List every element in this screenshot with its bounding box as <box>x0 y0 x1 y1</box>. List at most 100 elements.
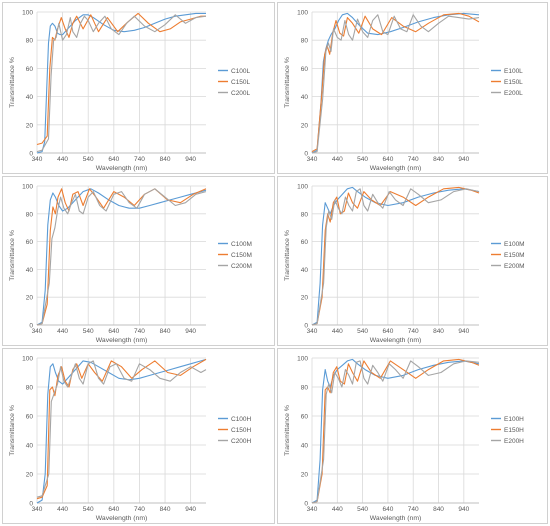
x-tick-label: 340 <box>32 328 43 335</box>
x-tick-label: 640 <box>382 156 393 163</box>
x-tick-label: 640 <box>108 506 119 513</box>
legend-label: C100L <box>231 68 251 75</box>
y-axis-title: Transmittance % <box>9 230 16 281</box>
chart-svg: 0 20 40 60 80 100 340 440 540 640 740 840 940 Wavelen… <box>284 10 523 173</box>
y-tick-label: 60 <box>26 239 34 246</box>
x-tick-label: 440 <box>332 506 343 513</box>
x-tick-label: 740 <box>134 506 145 513</box>
x-tick-label: 940 <box>458 506 469 513</box>
x-tick-label: 340 <box>307 506 318 513</box>
x-tick-label: 640 <box>108 328 119 335</box>
x-tick-label: 940 <box>185 506 196 513</box>
y-tick-label: 20 <box>26 295 34 302</box>
chart-panel-c-mid: 0 20 40 60 80 100 340 440 540 640 740 840 940 Wavelen… <box>2 176 275 346</box>
x-tick-label: 840 <box>160 506 171 513</box>
y-axis-title: Transmittance % <box>284 57 291 108</box>
y-tick-label: 60 <box>26 414 34 421</box>
x-tick-label: 440 <box>57 156 68 163</box>
y-tick-label: 40 <box>26 443 34 450</box>
series-line-e200l <box>311 14 480 154</box>
chart-svg: 0 20 40 60 80 100 340 440 540 640 740 840 940 Wavelen… <box>9 356 252 523</box>
y-tick-label: 100 <box>22 10 33 17</box>
y-tick-label: 20 <box>301 122 309 129</box>
x-tick-label: 540 <box>83 328 94 335</box>
legend-label: E150M <box>504 252 525 259</box>
x-tick-label: 540 <box>83 506 94 513</box>
legend-label: E200L <box>504 90 523 97</box>
y-tick-label: 20 <box>26 472 34 479</box>
y-tick-label: 20 <box>26 122 34 129</box>
x-axis-title: Wavelength (nm) <box>370 165 422 172</box>
y-tick-label: 100 <box>22 184 33 191</box>
y-tick-label: 40 <box>26 94 34 101</box>
x-axis-title: Wavelength (nm) <box>370 337 422 344</box>
chart-svg: 0 20 40 60 80 100 340 440 540 640 740 840 940 Wavelen… <box>9 184 252 345</box>
legend-label: E200H <box>504 438 524 445</box>
legend-label: E100H <box>504 416 524 423</box>
y-tick-label: 60 <box>26 66 34 73</box>
series-line-c200l <box>36 14 207 153</box>
y-tick-label: 60 <box>301 239 309 246</box>
x-tick-label: 740 <box>408 156 419 163</box>
y-axis-title: Transmittance % <box>284 230 291 281</box>
y-tick-label: 60 <box>301 414 309 421</box>
chart-panel-e-high: 0 20 40 60 80 100 340 440 540 640 740 840 940 Wavelen… <box>277 348 548 524</box>
legend-label: C150H <box>231 427 252 434</box>
series-line-c150l <box>36 12 206 146</box>
y-tick-label: 80 <box>301 38 309 45</box>
y-tick-label: 0 <box>29 501 33 508</box>
legend-label: E100L <box>504 68 523 75</box>
chart-panel-c-high: 0 20 40 60 80 100 340 440 540 640 740 840 940 Wavelen… <box>2 348 275 524</box>
x-axis-title: Wavelength (nm) <box>370 515 422 522</box>
y-tick-label: 80 <box>26 385 34 392</box>
y-tick-label: 40 <box>26 267 34 274</box>
y-tick-label: 20 <box>301 295 309 302</box>
y-tick-label: 20 <box>301 472 309 479</box>
x-axis-title: Wavelength (nm) <box>96 515 148 522</box>
x-tick-label: 940 <box>185 328 196 335</box>
chart-panel-e-low: 0 20 40 60 80 100 340 440 540 640 740 840 940 Wavelen… <box>277 2 548 174</box>
x-tick-label: 940 <box>185 156 196 163</box>
chart-svg: 0 20 40 60 80 100 340 440 540 640 740 840 940 Wavelen… <box>9 10 251 173</box>
legend-label: C200L <box>231 90 251 97</box>
y-tick-label: 0 <box>304 323 308 330</box>
x-tick-label: 840 <box>160 156 171 163</box>
legend-label: E150L <box>504 79 523 86</box>
y-tick-label: 0 <box>29 151 33 158</box>
y-tick-label: 40 <box>301 267 309 274</box>
legend-label: C100M <box>231 241 252 248</box>
legend-label: C150L <box>231 79 251 86</box>
x-tick-label: 740 <box>134 328 145 335</box>
x-tick-label: 640 <box>108 156 119 163</box>
y-axis-title: Transmittance % <box>284 405 291 456</box>
y-tick-label: 100 <box>297 184 308 191</box>
x-tick-label: 540 <box>357 506 368 513</box>
y-tick-label: 40 <box>301 443 309 450</box>
x-tick-label: 340 <box>32 506 43 513</box>
y-tick-label: 80 <box>301 385 309 392</box>
series-line-c200m <box>36 188 207 326</box>
x-tick-label: 440 <box>57 328 68 335</box>
y-tick-label: 100 <box>22 356 33 363</box>
x-axis-title: Wavelength (nm) <box>96 165 148 172</box>
x-tick-label: 640 <box>382 506 393 513</box>
legend-label: C200M <box>231 263 252 270</box>
x-tick-label: 540 <box>83 156 94 163</box>
x-tick-label: 740 <box>134 156 145 163</box>
x-tick-label: 540 <box>357 156 368 163</box>
y-axis-title: Transmittance % <box>9 57 16 108</box>
chart-panel-c-low: 0 20 40 60 80 100 340 440 540 640 740 840 940 Wavelen… <box>2 2 275 174</box>
x-tick-label: 840 <box>433 156 444 163</box>
legend-label: C150M <box>231 252 252 259</box>
y-tick-label: 60 <box>301 66 309 73</box>
x-tick-label: 640 <box>382 328 393 335</box>
x-tick-label: 840 <box>433 506 444 513</box>
x-axis-title: Wavelength (nm) <box>96 337 148 344</box>
chart-svg: 0 20 40 60 80 100 340 440 540 640 740 840 940 Wavelen… <box>284 356 524 523</box>
x-tick-label: 440 <box>332 328 343 335</box>
legend-label: E200M <box>504 263 525 270</box>
y-tick-label: 80 <box>26 211 34 218</box>
series-line-c100m <box>36 188 207 326</box>
x-tick-label: 540 <box>357 328 368 335</box>
